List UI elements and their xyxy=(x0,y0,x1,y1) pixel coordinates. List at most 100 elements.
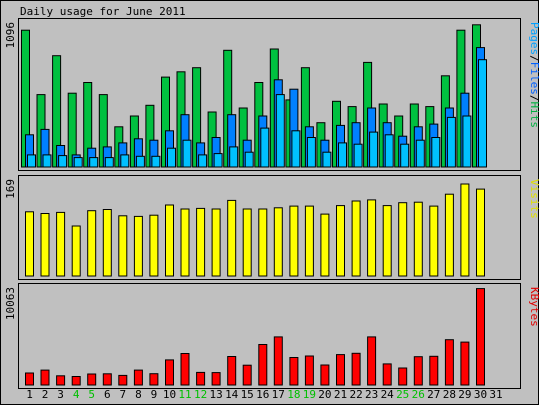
pages-bar-day-25 xyxy=(400,143,410,168)
kbytes-bar-day-3 xyxy=(56,375,66,386)
pages-bar-day-19 xyxy=(306,137,316,168)
visits-bar-day-13 xyxy=(211,208,221,277)
chart-title: Daily usage for June 2011 xyxy=(20,5,186,18)
kbytes-bar-day-4 xyxy=(71,376,81,386)
legend-entry: Visits xyxy=(528,179,539,219)
visits-bar-day-21 xyxy=(336,205,345,277)
kbytes-bar-day-16 xyxy=(258,344,268,386)
pages-bar-day-12 xyxy=(198,154,208,168)
kbytes-bar-day-6 xyxy=(102,373,112,386)
x-tick-label-day-20: 20 xyxy=(318,388,331,401)
visits-bar-day-2 xyxy=(40,213,50,277)
pages-bar-day-9 xyxy=(151,155,161,168)
legend-entry: Files xyxy=(528,62,539,95)
visits-bar-day-30 xyxy=(476,188,485,277)
x-tick-label-day-6: 6 xyxy=(104,388,111,401)
visits-bar-day-6 xyxy=(102,209,112,277)
x-tick-label-day-12: 12 xyxy=(194,388,207,401)
x-tick-label-day-11: 11 xyxy=(178,388,191,401)
kbytes-bar-day-15 xyxy=(242,364,252,386)
visits-bar-day-19 xyxy=(304,205,314,277)
x-tick-label-day-26: 26 xyxy=(412,388,425,401)
visits-bar-day-1 xyxy=(25,211,34,277)
legend-entry: Pages xyxy=(528,22,539,55)
pages-bar-day-3 xyxy=(58,155,68,168)
pages-bar-day-8 xyxy=(135,155,145,168)
visits-bar-day-10 xyxy=(165,204,174,277)
visits-bar-day-27 xyxy=(429,205,439,277)
pages-bar-day-11 xyxy=(182,139,192,168)
x-tick-label-day-17: 17 xyxy=(272,388,285,401)
x-tick-label-day-23: 23 xyxy=(365,388,378,401)
kbytes-bar-day-11 xyxy=(180,353,190,386)
kbytes-bar-day-14 xyxy=(227,356,237,386)
x-tick-label-day-29: 29 xyxy=(458,388,471,401)
x-tick-label-day-19: 19 xyxy=(303,388,316,401)
visits-bar-day-28 xyxy=(444,193,454,277)
kbytes-bar-day-2 xyxy=(40,369,50,386)
visits-bar-day-22 xyxy=(351,200,361,277)
pages-bar-day-10 xyxy=(167,147,176,168)
pages-bar-day-26 xyxy=(415,139,425,168)
kbytes-bar-day-9 xyxy=(149,373,159,386)
pages-bar-day-2 xyxy=(42,154,52,168)
visits-bar-day-7 xyxy=(118,215,128,277)
panel-3: 10063 KBytes xyxy=(4,283,539,389)
pages-bar-day-13 xyxy=(213,153,223,168)
visits-bar-day-4 xyxy=(71,225,81,277)
legend-entry: / xyxy=(528,55,539,62)
legend: Pages/Files/Hits xyxy=(528,22,539,128)
kbytes-bar-day-10 xyxy=(165,359,174,386)
x-tick-label-day-14: 14 xyxy=(225,388,239,401)
pages-bar-day-4 xyxy=(73,157,83,168)
visits-bar-day-26 xyxy=(413,201,423,277)
panel-2: 169 Visits xyxy=(4,175,539,280)
x-tick-label-day-10: 10 xyxy=(163,388,176,401)
visits-bar-day-25 xyxy=(398,202,408,277)
pages-bar-day-29 xyxy=(462,115,472,168)
kbytes-bar-day-24 xyxy=(382,363,392,386)
kbytes-bar-day-13 xyxy=(211,372,221,386)
visits-bar-day-11 xyxy=(180,208,190,277)
x-tick-label-day-31: 31 xyxy=(489,388,502,401)
kbytes-bar-day-22 xyxy=(351,352,361,386)
kbytes-bar-day-8 xyxy=(133,369,143,386)
visits-bar-day-12 xyxy=(196,207,206,277)
x-tick-label-day-4: 4 xyxy=(73,388,80,401)
x-tick-label-day-1: 1 xyxy=(26,388,33,401)
visits-bar-day-29 xyxy=(460,183,470,277)
x-tick-label-day-3: 3 xyxy=(57,388,64,401)
legend: Visits xyxy=(528,179,539,219)
x-tick-label-day-18: 18 xyxy=(287,388,300,401)
series-pages xyxy=(27,59,487,168)
series-kbytes xyxy=(25,288,485,386)
x-tick-label-day-5: 5 xyxy=(88,388,95,401)
x-tick-label-day-13: 13 xyxy=(209,388,222,401)
y-max-label: 10063 xyxy=(4,287,17,320)
y-max-label: 169 xyxy=(4,179,17,199)
x-tick-label-day-15: 15 xyxy=(241,388,254,401)
legend-entry: Hits xyxy=(528,102,539,129)
visits-bar-day-5 xyxy=(87,210,97,277)
x-tick-label-day-30: 30 xyxy=(474,388,487,401)
legend-entry: / xyxy=(528,95,539,102)
kbytes-bar-day-20 xyxy=(320,364,330,386)
kbytes-bar-day-27 xyxy=(429,355,439,386)
pages-bar-day-16 xyxy=(260,127,270,168)
visits-bar-day-8 xyxy=(133,215,143,277)
x-tick-label-day-27: 27 xyxy=(427,388,440,401)
kbytes-bar-day-29 xyxy=(460,341,470,386)
kbytes-bar-day-5 xyxy=(87,373,97,386)
kbytes-bar-day-7 xyxy=(118,374,128,386)
pages-bar-day-27 xyxy=(431,137,441,168)
pages-bar-day-18 xyxy=(291,130,301,168)
pages-bar-day-5 xyxy=(89,157,99,168)
visits-bar-day-9 xyxy=(149,214,159,277)
visits-bar-day-23 xyxy=(367,199,377,277)
series-visits xyxy=(25,183,485,277)
visits-bar-day-16 xyxy=(258,208,268,277)
visits-bar-day-3 xyxy=(56,211,66,277)
kbytes-bar-day-1 xyxy=(25,372,34,386)
